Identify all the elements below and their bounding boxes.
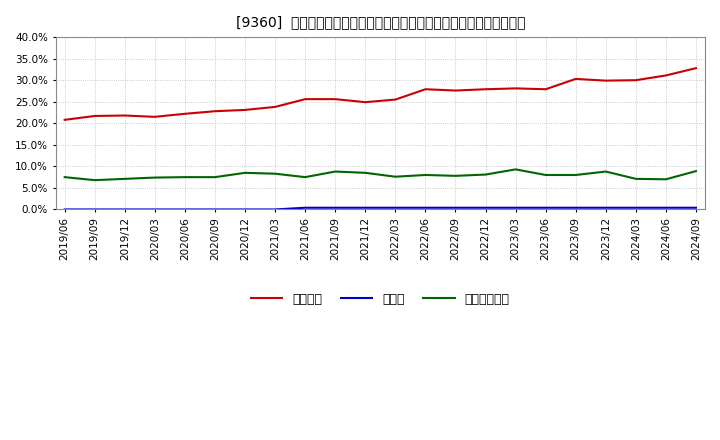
のれん (181, 207, 189, 212)
のれん (240, 207, 249, 212)
のれん (211, 207, 220, 212)
のれん (361, 205, 369, 210)
繰延税金資産 (361, 170, 369, 176)
自己資本 (91, 114, 99, 119)
繰延税金資産 (60, 175, 69, 180)
自己資本 (211, 109, 220, 114)
のれん (301, 205, 310, 210)
Line: のれん: のれん (65, 208, 696, 209)
繰延税金資産 (601, 169, 610, 174)
のれん (120, 207, 129, 212)
Title: [9360]  自己資本、のれん、繰延税金資産の総資産に対する比率の推移: [9360] 自己資本、のれん、繰延税金資産の総資産に対する比率の推移 (235, 15, 525, 29)
繰延税金資産 (451, 173, 460, 179)
繰延税金資産 (120, 176, 129, 182)
自己資本 (662, 73, 670, 78)
のれん (60, 207, 69, 212)
自己資本 (481, 87, 490, 92)
繰延税金資産 (301, 175, 310, 180)
のれん (451, 205, 460, 210)
自己資本 (631, 77, 640, 83)
自己資本 (301, 96, 310, 102)
のれん (662, 205, 670, 210)
繰延税金資産 (481, 172, 490, 177)
のれん (541, 205, 550, 210)
自己資本 (391, 97, 400, 102)
繰延税金資産 (421, 172, 430, 178)
Line: 繰延税金資産: 繰延税金資産 (65, 169, 696, 180)
自己資本 (331, 96, 340, 102)
繰延税金資産 (572, 172, 580, 178)
繰延税金資産 (181, 175, 189, 180)
繰延税金資産 (692, 169, 701, 174)
のれん (91, 207, 99, 212)
のれん (601, 205, 610, 210)
繰延税金資産 (631, 176, 640, 182)
自己資本 (271, 104, 279, 110)
自己資本 (240, 107, 249, 113)
のれん (481, 205, 490, 210)
繰延税金資産 (211, 175, 220, 180)
繰延税金資産 (511, 167, 520, 172)
のれん (331, 205, 340, 210)
自己資本 (181, 111, 189, 117)
自己資本 (511, 86, 520, 91)
繰延税金資産 (541, 172, 550, 178)
のれん (421, 205, 430, 210)
自己資本 (601, 78, 610, 83)
自己資本 (451, 88, 460, 93)
繰延税金資産 (91, 177, 99, 183)
自己資本 (692, 66, 701, 71)
自己資本 (541, 87, 550, 92)
のれん (692, 205, 701, 210)
自己資本 (150, 114, 159, 119)
のれん (150, 207, 159, 212)
のれん (572, 205, 580, 210)
のれん (511, 205, 520, 210)
自己資本 (421, 87, 430, 92)
自己資本 (572, 76, 580, 81)
自己資本 (60, 117, 69, 122)
自己資本 (361, 99, 369, 105)
のれん (391, 205, 400, 210)
繰延税金資産 (240, 170, 249, 176)
繰延税金資産 (271, 171, 279, 176)
自己資本 (120, 113, 129, 118)
Line: 自己資本: 自己資本 (65, 68, 696, 120)
のれん (271, 207, 279, 212)
のれん (631, 205, 640, 210)
繰延税金資産 (391, 174, 400, 180)
繰延税金資産 (150, 175, 159, 180)
繰延税金資産 (331, 169, 340, 174)
Legend: 自己資本, のれん, 繰延税金資産: 自己資本, のれん, 繰延税金資産 (246, 288, 515, 311)
繰延税金資産 (662, 176, 670, 182)
